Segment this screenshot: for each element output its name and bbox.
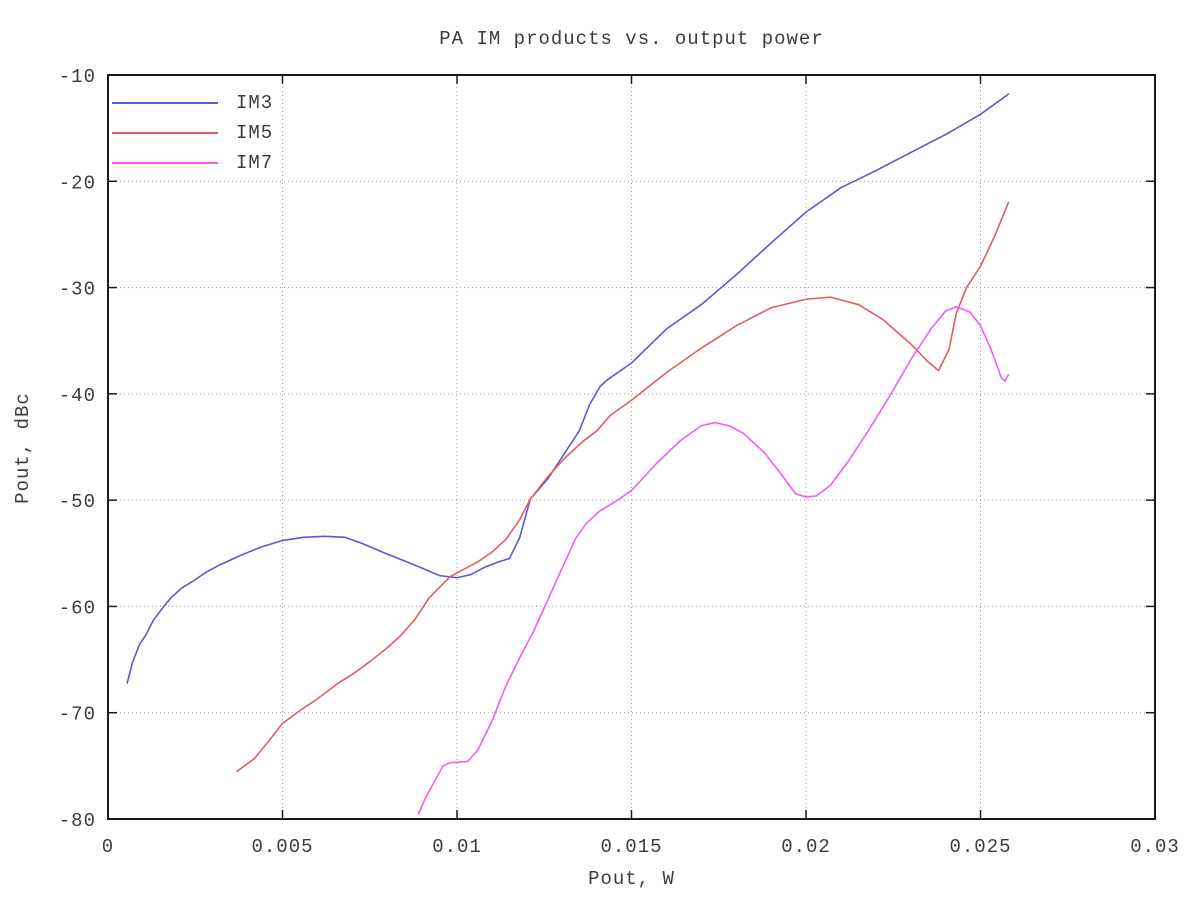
im3-line-swatch bbox=[112, 102, 218, 104]
x-tick-label: 0.03 bbox=[1130, 836, 1180, 858]
legend-item-im3: IM3 bbox=[112, 88, 273, 118]
series-line-im3 bbox=[126, 93, 1010, 684]
y-tick-label: -40 bbox=[59, 385, 96, 407]
x-tick-label: 0.02 bbox=[781, 836, 831, 858]
legend-label-im7: IM7 bbox=[236, 151, 274, 174]
y-axis-label: Pout, dBc bbox=[12, 392, 34, 504]
x-tick-label: 0.005 bbox=[251, 836, 313, 858]
y-tick-label: -70 bbox=[59, 704, 96, 726]
y-tick-label: -50 bbox=[59, 491, 96, 513]
x-tick-label: 0.015 bbox=[600, 836, 662, 858]
x-tick-label: 0 bbox=[102, 836, 114, 858]
legend: IM3 IM5 IM7 bbox=[112, 88, 273, 178]
legend-item-im7: IM7 bbox=[112, 148, 273, 178]
im5-line-swatch bbox=[112, 132, 218, 134]
legend-label-im3: IM3 bbox=[236, 91, 274, 114]
y-tick-label: -10 bbox=[59, 66, 96, 88]
y-tick-label: -30 bbox=[59, 279, 96, 301]
legend-item-im5: IM5 bbox=[112, 118, 273, 148]
series-line-im7 bbox=[417, 305, 1010, 815]
legend-label-im5: IM5 bbox=[236, 121, 274, 144]
series-line-im5 bbox=[236, 201, 1010, 772]
x-tick-label: 0.025 bbox=[949, 836, 1011, 858]
im7-line-swatch bbox=[112, 162, 218, 164]
y-tick-label: -60 bbox=[59, 597, 96, 619]
y-tick-label: -20 bbox=[59, 172, 96, 194]
y-tick-label: -80 bbox=[59, 810, 96, 832]
chart-title: PA IM products vs. output power bbox=[439, 28, 824, 50]
x-axis-label: Pout, W bbox=[588, 868, 675, 890]
x-tick-label: 0.01 bbox=[432, 836, 482, 858]
